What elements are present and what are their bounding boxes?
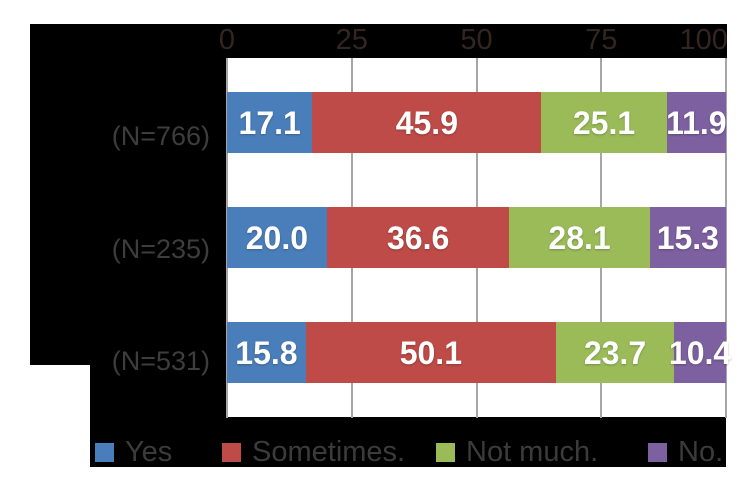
bar-row: 15.8 50.1 23.7 10.4 [227, 322, 731, 383]
x-axis-tick: 25 [335, 24, 368, 56]
bar-value-label: 20.0 [245, 219, 309, 256]
x-axis-tick: 50 [460, 24, 493, 56]
legend-item: No. [648, 437, 723, 467]
legend-swatch [648, 442, 667, 462]
gridline [725, 58, 727, 418]
bar-value-label: 17.1 [238, 104, 301, 141]
legend-item: Not much. [436, 437, 598, 467]
bar-value-label: 10.4 [668, 334, 732, 371]
bar-segment: 17.1 [227, 92, 313, 153]
redaction-left-label-block [30, 24, 226, 365]
bar-value-label: 15.8 [235, 334, 298, 371]
legend-label: Yes [125, 436, 173, 468]
bar-value-label: 50.1 [399, 334, 462, 371]
bar-value-label: 45.9 [395, 104, 458, 141]
bar-value-label: 25.1 [572, 104, 636, 141]
bar-segment: 50.1 [305, 322, 556, 383]
bar-row: 17.1 45.9 25.1 11.9 [227, 92, 727, 153]
bar-value-label: 23.7 [583, 334, 647, 371]
legend-item: Sometimes. [222, 437, 405, 467]
bar-segment: 11.9 [666, 92, 727, 153]
bar-segment: 36.6 [326, 207, 510, 268]
bar-segment: 15.8 [227, 322, 306, 383]
legend-label: Sometimes. [252, 436, 406, 468]
bar-value-label: 15.3 [656, 219, 719, 256]
bar-segment: 15.3 [649, 207, 726, 268]
legend-item: Yes [95, 437, 172, 467]
x-axis-tick: 100 [679, 24, 728, 56]
redaction-left-lower-block [90, 358, 226, 418]
bar-value-label: 36.6 [386, 219, 450, 256]
bar-value-label: 11.9 [666, 104, 727, 141]
legend-label: No. [678, 436, 724, 468]
redaction-legend-band [90, 417, 726, 467]
legend-swatch [436, 442, 455, 462]
plot-area: 17.1 45.9 25.1 11.9 20.0 36.6 28.1 15.3 15.8 50.1… [226, 58, 731, 418]
x-axis-tick: 75 [585, 24, 618, 56]
bar-row: 20.0 36.6 28.1 15.3 [227, 207, 726, 268]
bar-segment: 20.0 [227, 207, 327, 268]
legend-swatch [222, 442, 241, 462]
bar-segment: 45.9 [312, 92, 542, 153]
bar-segment: 25.1 [541, 92, 667, 153]
x-axis: 0 25 50 75 100 [219, 24, 728, 56]
x-axis-tick: 0 [218, 24, 236, 56]
bar-value-label: 28.1 [548, 219, 611, 256]
legend-label: Not much. [466, 436, 599, 468]
legend-swatch [95, 442, 114, 462]
bar-segment: 23.7 [555, 322, 675, 383]
bar-segment: 10.4 [669, 322, 731, 383]
bar-segment: 28.1 [509, 207, 650, 268]
